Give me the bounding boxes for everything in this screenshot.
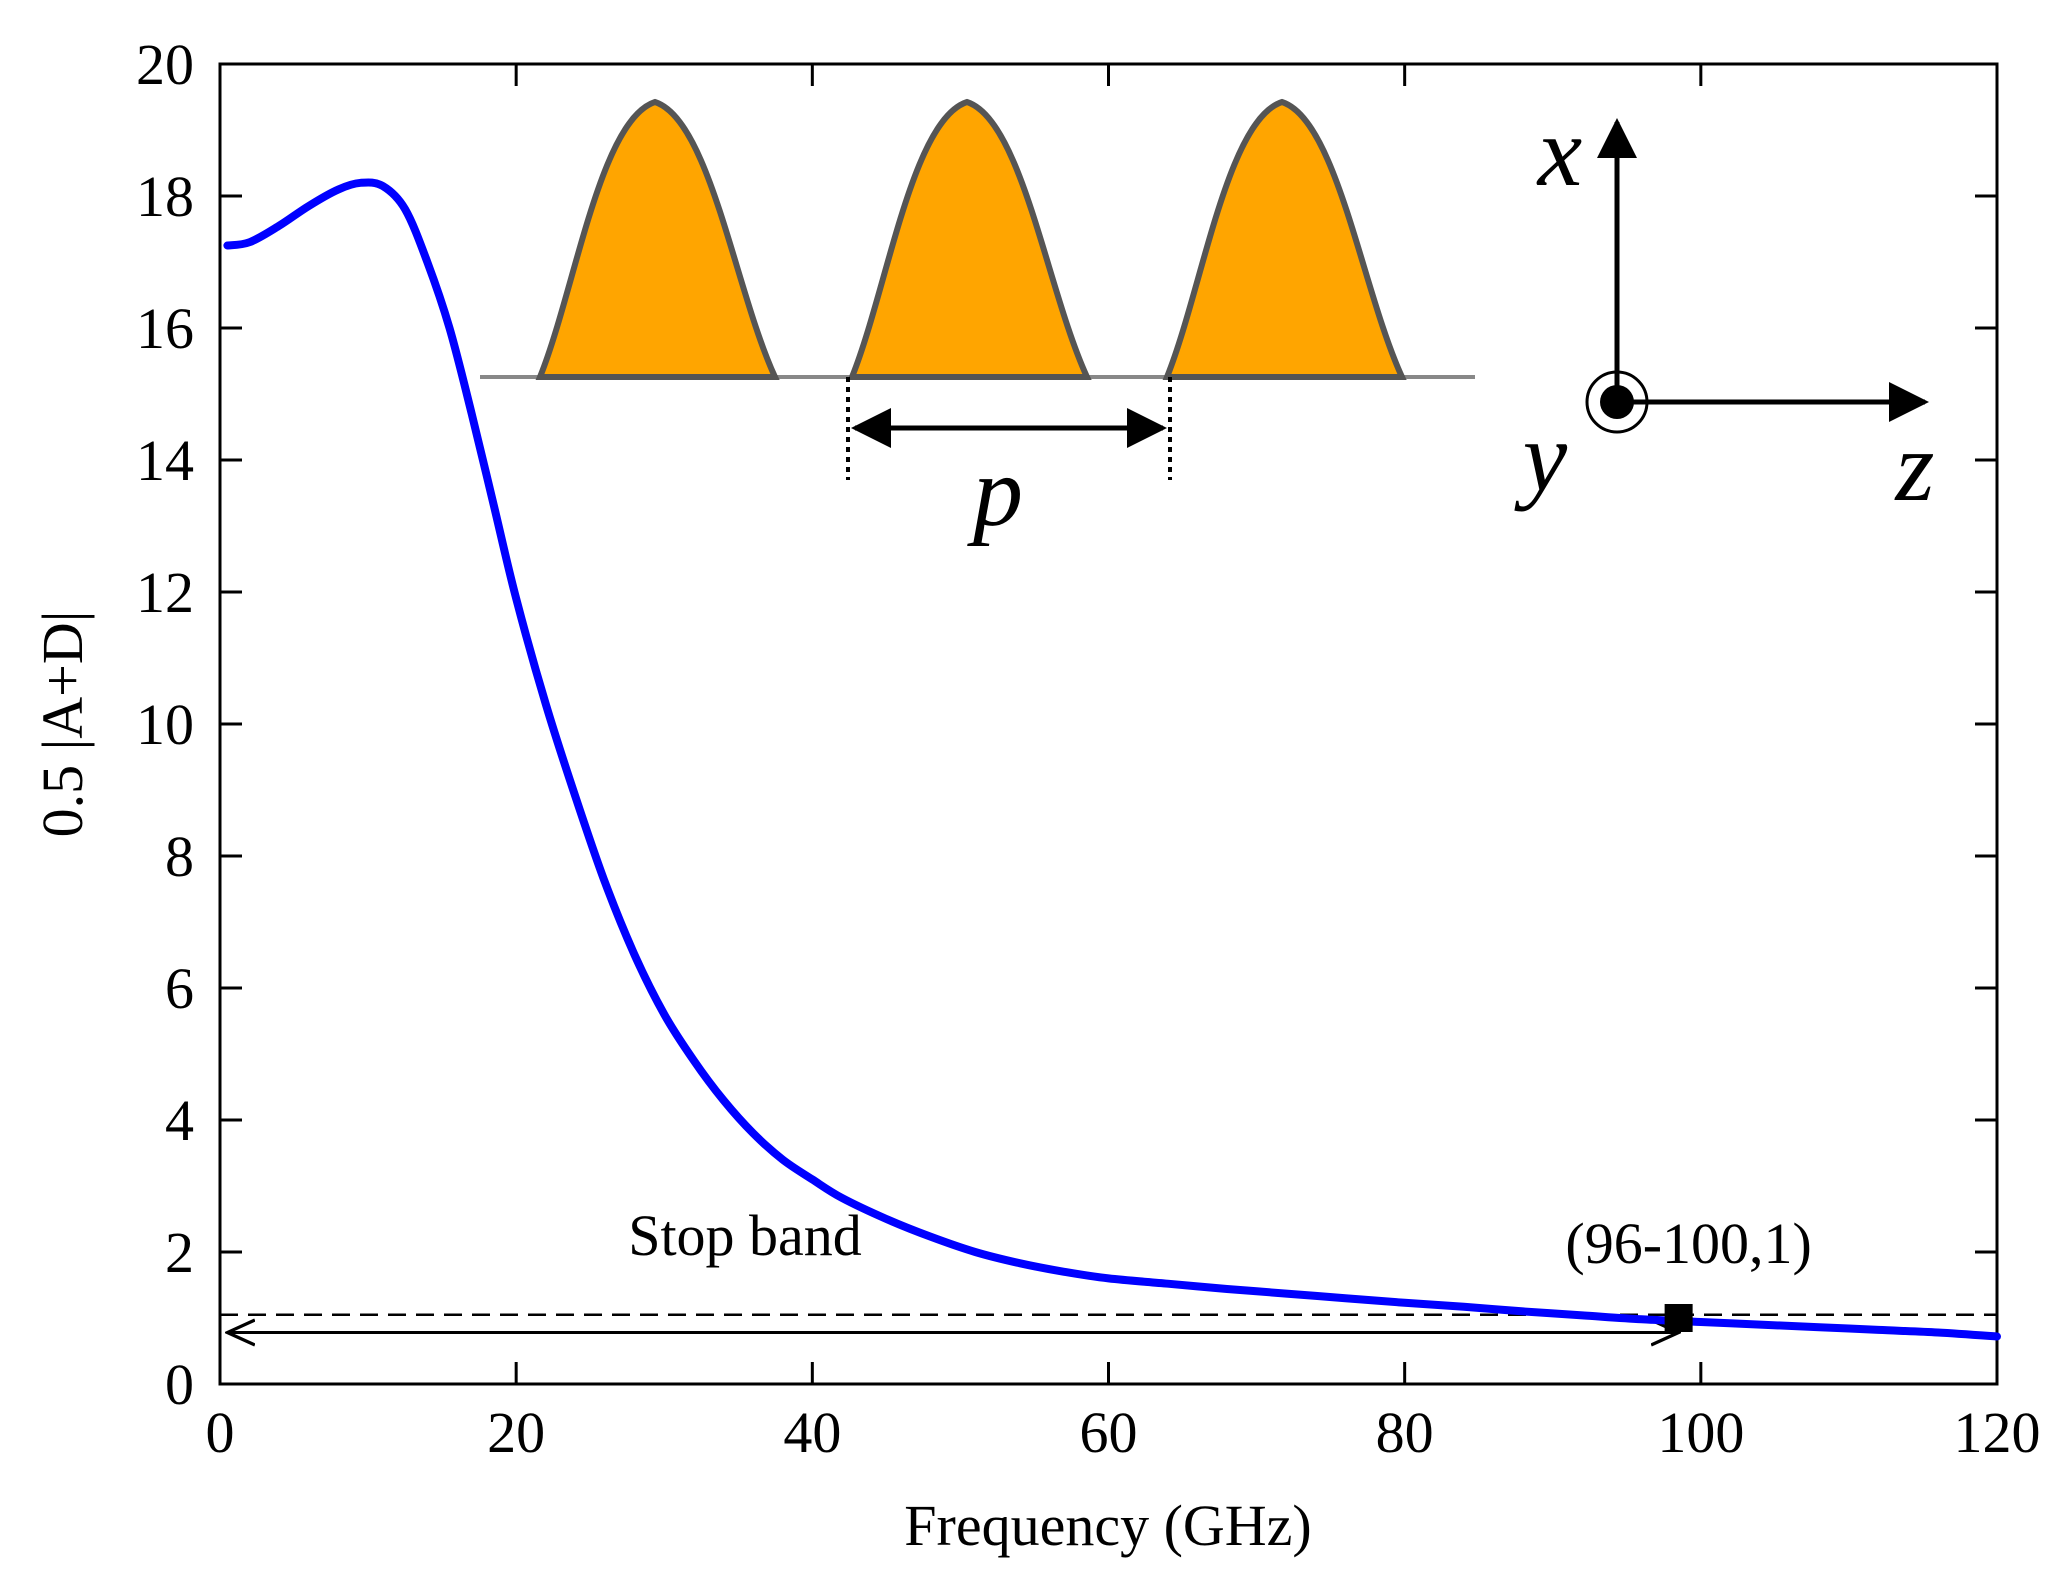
x-direction-label: x <box>1536 96 1582 207</box>
y-direction-ring-icon <box>1585 370 1649 434</box>
band-edge-marker-label: (96-100,1) <box>1565 1211 1811 1276</box>
y-tick-label: 0 <box>165 1352 194 1417</box>
x-tick-label: 100 <box>1657 1400 1744 1465</box>
periodic-structure-inset: p <box>480 98 1475 547</box>
corrugation-bump-1 <box>535 98 780 380</box>
y-tick-label: 10 <box>136 692 194 757</box>
plot-area-frame <box>218 62 1999 1386</box>
y-tick-label: 20 <box>136 32 194 97</box>
x-tick-label: 20 <box>487 1400 545 1465</box>
x-axis: 0 20 40 60 80 100 120 <box>206 64 2041 1465</box>
y-tick-label: 2 <box>165 1220 194 1285</box>
y-axis: 0 2 4 6 8 10 12 14 16 18 20 <box>136 32 1997 1417</box>
x-tick-label: 0 <box>206 1400 235 1465</box>
corrugation-bump-3 <box>1162 98 1407 380</box>
corrugation-bump-2 <box>847 98 1092 380</box>
y-axis-title: 0.5 |A+D| <box>30 611 95 838</box>
stop-band-label: Stop band <box>628 1203 862 1268</box>
coordinate-axes-inset: x y z <box>1514 96 1935 522</box>
y-tick-label: 14 <box>136 428 194 493</box>
z-direction-label: z <box>1894 411 1935 522</box>
series-line-0.5-abs-A-plus-D <box>223 178 2001 1341</box>
y-tick-label: 18 <box>136 164 194 229</box>
x-tick-label: 60 <box>1080 1400 1138 1465</box>
x-tick-label: 40 <box>783 1400 841 1465</box>
y-tick-label: 8 <box>165 824 194 889</box>
y-tick-label: 6 <box>165 956 194 1021</box>
y-tick-label: 12 <box>136 560 194 625</box>
y-direction-label: y <box>1514 401 1568 512</box>
x-axis-title: Frequency (GHz) <box>904 1493 1311 1558</box>
period-label: p <box>967 436 1023 547</box>
y-direction-dot-icon <box>1600 385 1634 419</box>
y-tick-label: 4 <box>165 1088 194 1153</box>
band-edge-marker <box>1664 1304 1693 1332</box>
y-tick-label: 16 <box>136 296 194 361</box>
x-tick-label: 80 <box>1376 1400 1434 1465</box>
x-tick-label: 120 <box>1954 1400 2041 1465</box>
